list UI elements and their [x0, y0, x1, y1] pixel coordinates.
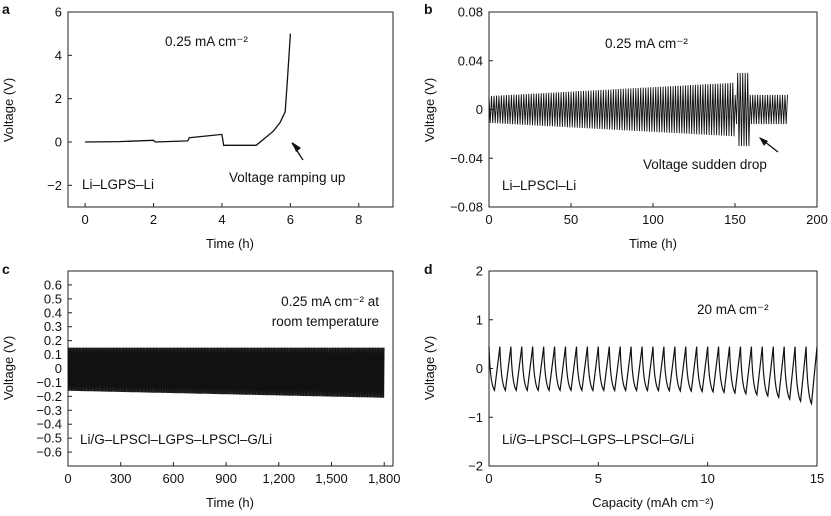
x-axis-label-c: Time (h): [206, 495, 254, 510]
panel-a: a 0 2 4 6 8 −2 0 2 4 6 Time (h) Voltage (V) 0.25…: [1, 1, 394, 251]
annotation-arrow-b: [759, 137, 779, 153]
y-tick-label: 0.6: [44, 277, 62, 292]
y-tick-label: −1: [468, 410, 483, 425]
y-tick-label: −0.5: [36, 431, 62, 446]
y-tick-label: 0.3: [44, 319, 62, 334]
y-tick-label: 2: [476, 264, 483, 279]
x-tick-label: 150: [724, 212, 746, 227]
y-tick-label: 2: [55, 91, 62, 106]
y-tick-label: −2: [468, 459, 483, 474]
y-ticks-c: −0.6−0.5−0.4−0.3−0.2−0.100.10.20.30.40.5…: [36, 277, 72, 460]
y-tick-label: 1: [476, 312, 483, 327]
cell-label-d: Li/G–LPSCl–LGPS–LPSCl–G/Li: [502, 432, 694, 447]
x-tick-label: 2: [150, 212, 157, 227]
x-tick-label: 1,500: [315, 471, 348, 486]
cell-label-a: Li–LGPS–Li: [82, 177, 154, 192]
panel-b: b 0 50 100 150 200 −0.08 −0.04 0 0.04 0.08 Time …: [422, 1, 828, 251]
y-tick-label: −0.08: [450, 200, 483, 215]
x-ticks-d: 0 5 10 15: [485, 462, 824, 486]
x-axis-label-b: Time (h): [629, 236, 677, 251]
panel-letter-d: d: [424, 261, 433, 277]
plot-frame-a: [67, 11, 394, 208]
x-tick-label: 0: [485, 471, 492, 486]
current-density-label-a: 0.25 mA cm⁻²: [165, 34, 248, 49]
y-tick-label: −0.2: [36, 389, 62, 404]
y-tick-label: 0: [55, 135, 62, 150]
current-density-label-d: 20 mA cm⁻²: [697, 302, 769, 317]
x-tick-label: 8: [355, 212, 362, 227]
y-tick-label: −0.04: [450, 151, 483, 166]
y-axis-label-b: Voltage (V): [422, 78, 437, 142]
x-ticks-a: 0 2 4 6 8: [81, 203, 362, 227]
x-tick-label: 1,800: [368, 471, 401, 486]
y-axis-label-a: Voltage (V): [1, 78, 16, 142]
y-tick-label: −0.3: [36, 403, 62, 418]
current-density-label-c-line1: 0.25 mA cm⁻² at: [281, 294, 379, 309]
x-tick-label: 0: [81, 212, 88, 227]
series-d: [488, 346, 818, 406]
series-line: [488, 346, 818, 406]
x-axis-label-a: Time (h): [206, 236, 254, 251]
arrow-label-a: Voltage ramping up: [229, 170, 345, 185]
series-line: [85, 33, 292, 146]
current-density-label-c-line2: room temperature: [272, 314, 379, 329]
x-tick-label: 600: [163, 471, 185, 486]
series-c: [67, 347, 385, 398]
x-ticks-b: 0 50 100 150 200: [485, 203, 828, 227]
y-axis-label-c: Voltage (V): [1, 336, 16, 400]
y-tick-label: 6: [55, 5, 62, 20]
panel-d: d 0 5 10 15 −2 −1 0 1 2 Capacity (mAh cm⁻²) Vol…: [422, 261, 824, 510]
current-density-label-b: 0.25 mA cm⁻²: [605, 36, 688, 51]
cell-label-c: Li/G–LPSCl–LGPS–LPSCl–G/Li: [80, 432, 272, 447]
y-tick-label: 0: [476, 361, 483, 376]
x-tick-label: 1,200: [263, 471, 296, 486]
x-tick-label: 900: [215, 471, 237, 486]
y-tick-label: 0.04: [458, 53, 483, 68]
y-tick-label: −0.6: [36, 445, 62, 460]
annotation-arrow-a: [291, 142, 304, 161]
x-tick-label: 5: [595, 471, 602, 486]
x-tick-label: 15: [810, 471, 824, 486]
y-ticks-a: −2 0 2 4 6: [47, 5, 72, 193]
y-tick-label: 0.1: [44, 347, 62, 362]
panel-letter-c: c: [2, 261, 10, 277]
series-line: [488, 72, 788, 147]
series-line: [67, 347, 385, 398]
x-tick-label: 200: [806, 212, 828, 227]
y-axis-label-d: Voltage (V): [422, 336, 437, 400]
arrow-label-b: Voltage sudden drop: [643, 157, 767, 172]
x-tick-label: 10: [700, 471, 714, 486]
cell-label-b: Li–LPSCl–Li: [502, 178, 576, 193]
panel-letter-a: a: [2, 1, 10, 17]
y-tick-label: 0.4: [44, 305, 62, 320]
x-ticks-c: 0 300 600 900 1,200 1,500 1,800: [64, 462, 400, 486]
y-tick-label: 0: [476, 102, 483, 117]
x-tick-label: 4: [218, 212, 225, 227]
y-tick-label: 0.08: [458, 5, 483, 20]
y-tick-label: 0: [55, 361, 62, 376]
y-tick-label: 0.5: [44, 291, 62, 306]
x-tick-label: 0: [485, 212, 492, 227]
y-tick-label: −2: [47, 178, 62, 193]
x-tick-label: 50: [564, 212, 578, 227]
y-tick-label: −0.1: [36, 375, 62, 390]
panel-c: c 0 300 600 900 1,200 1,500 1,800 −0.6−0.5−0.4…: [1, 261, 400, 510]
x-axis-label-d: Capacity (mAh cm⁻²): [592, 495, 714, 510]
x-tick-label: 100: [642, 212, 664, 227]
x-tick-label: 6: [287, 212, 294, 227]
series-a: [85, 33, 292, 146]
y-tick-label: 0.2: [44, 333, 62, 348]
panel-letter-b: b: [424, 1, 433, 17]
x-tick-label: 0: [64, 471, 71, 486]
y-ticks-b: −0.08 −0.04 0 0.04 0.08: [450, 5, 493, 215]
y-tick-label: 4: [55, 48, 62, 63]
x-tick-label: 300: [110, 471, 132, 486]
y-ticks-d: −2 −1 0 1 2: [468, 264, 493, 474]
y-tick-label: −0.4: [36, 417, 62, 432]
series-b: [488, 72, 788, 147]
